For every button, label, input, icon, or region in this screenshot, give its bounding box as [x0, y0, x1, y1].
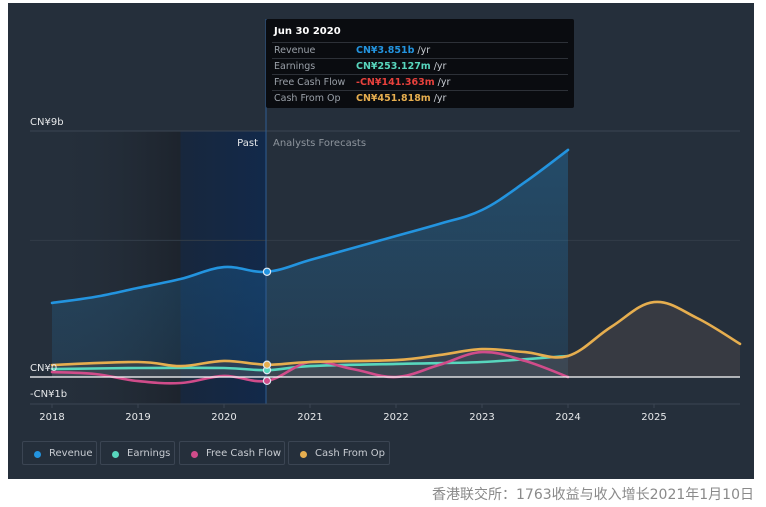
- cash-from-op-area: [52, 301, 740, 377]
- tooltip-value: CN¥3.851b/yr: [356, 43, 430, 59]
- tooltip-unit: /yr: [433, 61, 447, 72]
- free-cash-flow-dot-icon: [191, 451, 198, 458]
- tooltip-value-text: CN¥451.818m: [356, 93, 431, 104]
- y-tick-label: CN¥0: [30, 363, 57, 374]
- legend-label: Cash From Op: [315, 448, 386, 459]
- x-tick-label: 2023: [469, 412, 494, 423]
- legend-item-earnings[interactable]: Earnings: [100, 441, 175, 465]
- earnings-dot-icon: [112, 451, 119, 458]
- tooltip-label: Free Cash Flow: [274, 77, 346, 88]
- tooltip-row-revenue: Revenue CN¥3.851b/yr: [272, 42, 568, 59]
- tooltip-value: CN¥451.818m/yr: [356, 91, 446, 107]
- legend-item-free-cash-flow[interactable]: Free Cash Flow: [179, 441, 285, 465]
- legend-label: Revenue: [49, 448, 93, 459]
- legend-label: Free Cash Flow: [206, 448, 282, 459]
- x-tick-label: 2019: [125, 412, 150, 423]
- free-cash-flow-area: [52, 352, 568, 384]
- tooltip-value: -CN¥141.363m/yr: [356, 75, 450, 91]
- x-tick-label: 2024: [555, 412, 580, 423]
- tooltip-label: Revenue: [274, 45, 316, 56]
- tooltip-unit: /yr: [417, 45, 431, 56]
- tooltip-unit: /yr: [437, 77, 451, 88]
- tooltip-value-text: CN¥3.851b: [356, 45, 415, 56]
- y-tick-label: -CN¥1b: [30, 389, 67, 400]
- revenue-line: [50, 148, 570, 305]
- x-tick-label: 2025: [641, 412, 666, 423]
- tooltip: Jun 30 2020 Revenue CN¥3.851b/yr Earning…: [266, 19, 574, 108]
- x-tick-label: 2020: [211, 412, 236, 423]
- tooltip-row-cash-from-op: Cash From Op CN¥451.818m/yr: [272, 90, 568, 107]
- free-cash-flow-highlight-point[interactable]: [262, 376, 272, 386]
- x-tick-label: 2018: [39, 412, 64, 423]
- tooltip-row-free-cash-flow: Free Cash Flow -CN¥141.363m/yr: [272, 74, 568, 91]
- tooltip-date: Jun 30 2020: [274, 26, 341, 37]
- source-caption: 香港联交所：1763收益与收入增长2021年1月10日: [432, 487, 754, 503]
- revenue-highlight-point[interactable]: [262, 267, 272, 276]
- tooltip-value-text: CN¥253.127m: [356, 61, 431, 72]
- revenue-dot-icon: [34, 451, 41, 458]
- cash-from-op-line: [50, 300, 742, 368]
- earnings-line: [50, 354, 570, 372]
- tooltip-value: CN¥253.127m/yr: [356, 59, 446, 75]
- revenue-area: [52, 149, 568, 377]
- legend-item-cash-from-op[interactable]: Cash From Op: [288, 441, 390, 465]
- forecast-label: Analysts Forecasts: [273, 138, 366, 149]
- cash-from-op-dot-icon: [300, 451, 307, 458]
- tooltip-unit: /yr: [433, 93, 447, 104]
- legend-label: Earnings: [127, 448, 171, 459]
- legend-item-revenue[interactable]: Revenue: [22, 441, 97, 465]
- y-tick-label: CN¥9b: [30, 117, 64, 128]
- x-tick-label: 2021: [297, 412, 322, 423]
- cash-from-op-highlight-point[interactable]: [262, 360, 272, 369]
- tooltip-row-earnings: Earnings CN¥253.127m/yr: [272, 58, 568, 75]
- tooltip-label: Cash From Op: [274, 93, 341, 104]
- past-label: Past: [237, 138, 258, 149]
- tooltip-value-text: -CN¥141.363m: [356, 77, 435, 88]
- tooltip-label: Earnings: [274, 61, 316, 72]
- x-tick-label: 2022: [383, 412, 408, 423]
